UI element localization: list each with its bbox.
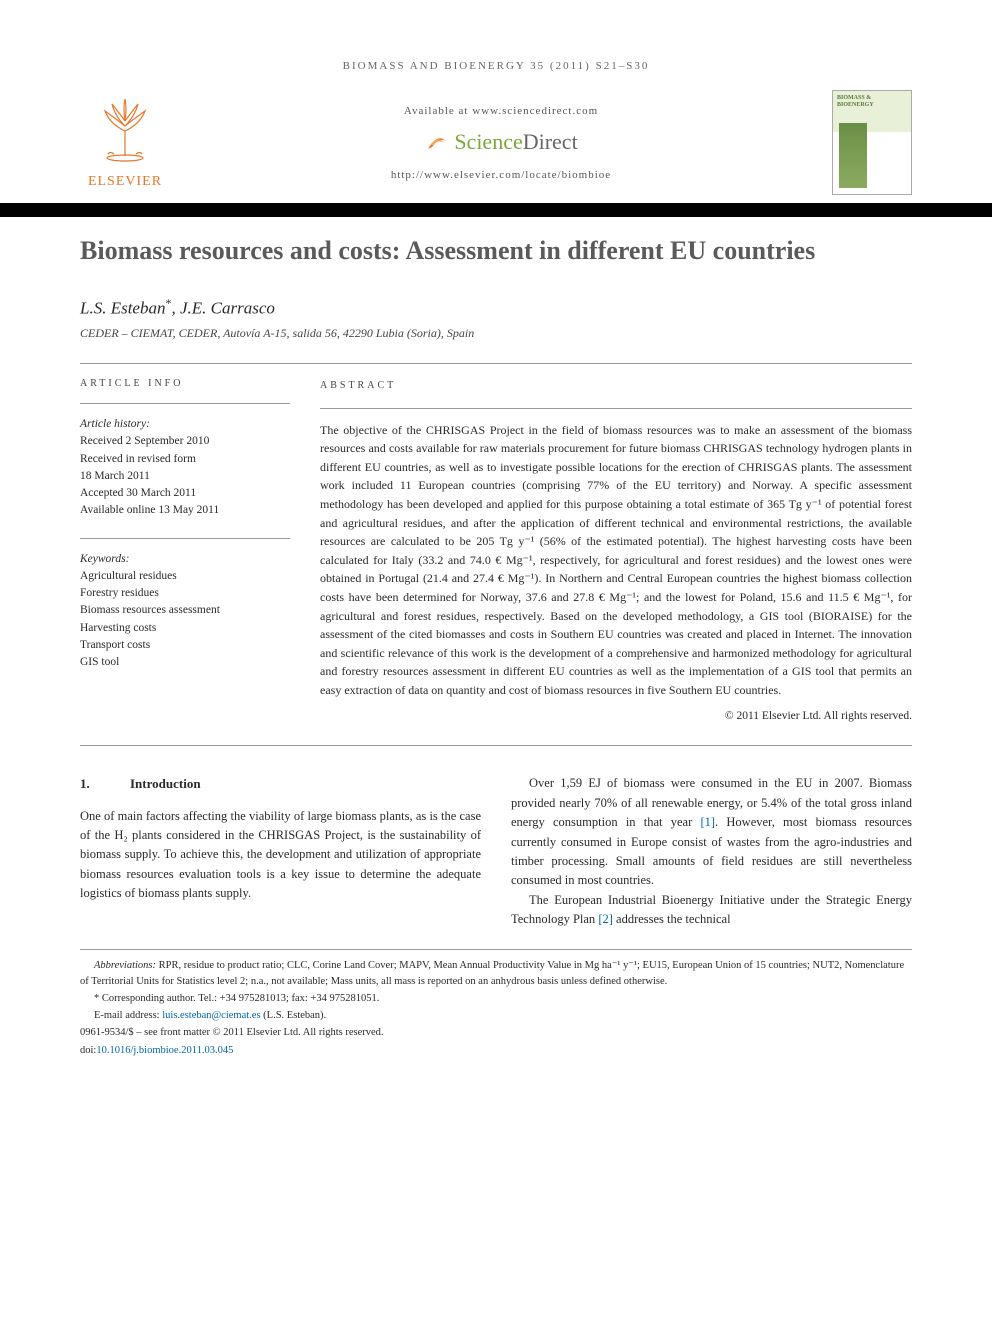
abstract-text: The objective of the CHRISGAS Project in… [320, 421, 912, 700]
received-date: Received 2 September 2010 [80, 433, 290, 450]
body-two-column: 1.Introduction One of main factors affec… [80, 774, 912, 929]
issn-line: 0961-9534/$ – see front matter © 2011 El… [80, 1025, 912, 1040]
info-abstract-row: ARTICLE INFO Article history: Received 2… [80, 364, 912, 745]
email-link[interactable]: luis.esteban@ciemat.es [162, 1010, 260, 1021]
email-footnote: E-mail address: luis.esteban@ciemat.es (… [80, 1008, 912, 1023]
divider [80, 538, 290, 539]
revised-line2: 18 March 2011 [80, 468, 290, 485]
authors-line: L.S. Esteban*, J.E. Carrasco [80, 296, 912, 319]
abstract-column: ABSTRACT The objective of the CHRISGAS P… [320, 378, 912, 725]
keyword: Biomass resources assessment [80, 602, 290, 619]
divider [320, 408, 912, 409]
page-container: BIOMASS AND BIOENERGY 35 (2011) S21–S30 … [0, 0, 992, 1099]
body-left-column: 1.Introduction One of main factors affec… [80, 774, 481, 929]
keyword: Harvesting costs [80, 620, 290, 637]
journal-running-header: BIOMASS AND BIOENERGY 35 (2011) S21–S30 [80, 60, 912, 72]
intro-paragraph-3: The European Industrial Bioenergy Initia… [511, 891, 912, 930]
article-info-column: ARTICLE INFO Article history: Received 2… [80, 378, 290, 725]
divider [80, 745, 912, 746]
sciencedirect-logo[interactable]: ScienceDirect [424, 129, 577, 155]
keywords-label: Keywords: [80, 551, 290, 568]
section-heading: 1.Introduction [80, 774, 481, 794]
history-label: Article history: [80, 416, 290, 433]
affiliation: CEDER – CIEMAT, CEDER, Autovía A-15, sal… [80, 326, 912, 341]
section-title: Introduction [130, 776, 201, 791]
author-2[interactable]: J.E. Carrasco [180, 298, 275, 317]
corresponding-author-footnote: * Corresponding author. Tel.: +34 975281… [80, 991, 912, 1006]
elsevier-logo-block[interactable]: ELSEVIER [80, 96, 170, 190]
sd-text: ScienceDirect [454, 129, 577, 155]
author-1[interactable]: L.S. Esteban [80, 298, 165, 317]
black-divider-bar [0, 203, 992, 217]
elsevier-tree-icon [90, 96, 160, 166]
elsevier-name: ELSEVIER [80, 174, 170, 190]
doi-link[interactable]: 10.1016/j.biombioe.2011.03.045 [96, 1045, 233, 1056]
sd-swoosh-icon [424, 129, 450, 155]
accepted-date: Accepted 30 March 2011 [80, 485, 290, 502]
copyright-line: © 2011 Elsevier Ltd. All rights reserved… [320, 708, 912, 726]
article-title: Biomass resources and costs: Assessment … [80, 235, 912, 268]
footnotes-block: Abbreviations: RPR, residue to product r… [80, 949, 912, 1058]
journal-homepage-link[interactable]: http://www.elsevier.com/locate/biombioe [170, 169, 832, 181]
keyword: Transport costs [80, 637, 290, 654]
doi-line: doi:10.1016/j.biombioe.2011.03.045 [80, 1043, 912, 1058]
online-date: Available online 13 May 2011 [80, 502, 290, 519]
body-right-column: Over 1,59 EJ of biomass were consumed in… [511, 774, 912, 929]
section-number: 1. [80, 774, 130, 794]
keyword: GIS tool [80, 654, 290, 671]
keyword: Forestry residues [80, 585, 290, 602]
ref-link-2[interactable]: [2] [598, 912, 613, 926]
divider [80, 403, 290, 404]
available-at-line: Available at www.sciencedirect.com [170, 105, 832, 117]
cover-title: BIOMASS & BIOENERGY [837, 95, 907, 108]
keywords-block: Keywords: Agricultural residues Forestry… [80, 551, 290, 672]
revised-line1: Received in revised form [80, 451, 290, 468]
publisher-row: ELSEVIER Available at www.sciencedirect.… [80, 90, 912, 195]
intro-paragraph-1: One of main factors affecting the viabil… [80, 807, 481, 904]
intro-paragraph-2: Over 1,59 EJ of biomass were consumed in… [511, 774, 912, 890]
ref-link-1[interactable]: [1] [700, 815, 715, 829]
abstract-heading: ABSTRACT [320, 378, 912, 394]
keyword: Agricultural residues [80, 568, 290, 585]
journal-cover-thumbnail[interactable]: BIOMASS & BIOENERGY [832, 90, 912, 195]
abbreviations-footnote: Abbreviations: RPR, residue to product r… [80, 958, 912, 988]
article-history-block: Article history: Received 2 September 20… [80, 416, 290, 520]
cover-image-placeholder [839, 123, 867, 188]
article-info-heading: ARTICLE INFO [80, 378, 290, 389]
center-header-block: Available at www.sciencedirect.com Scien… [170, 105, 832, 181]
